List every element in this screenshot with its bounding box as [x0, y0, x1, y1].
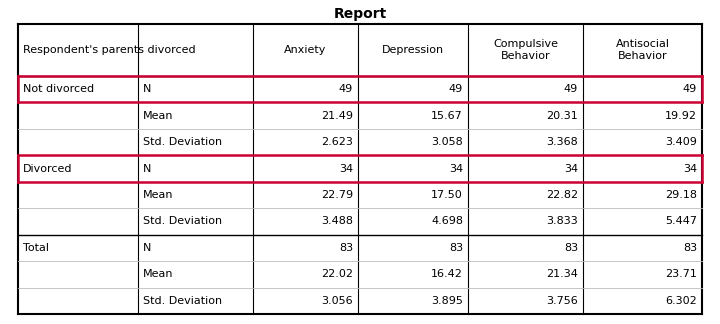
Text: 17.50: 17.50	[431, 190, 463, 200]
Text: 5.447: 5.447	[665, 216, 697, 226]
Text: Std. Deviation: Std. Deviation	[143, 296, 222, 306]
Text: 3.409: 3.409	[665, 137, 697, 147]
Text: 6.302: 6.302	[665, 296, 697, 306]
Text: 15.67: 15.67	[431, 111, 463, 121]
Text: Std. Deviation: Std. Deviation	[143, 137, 222, 147]
Text: 3.056: 3.056	[321, 296, 353, 306]
Text: 3.488: 3.488	[321, 216, 353, 226]
Text: 21.49: 21.49	[321, 111, 353, 121]
Text: Respondent's parents divorced: Respondent's parents divorced	[23, 45, 196, 55]
Text: Total: Total	[23, 243, 49, 253]
Text: N: N	[143, 164, 151, 174]
Text: 21.34: 21.34	[546, 269, 578, 279]
Text: 34: 34	[564, 164, 578, 174]
Text: 34: 34	[339, 164, 353, 174]
Text: 49: 49	[683, 84, 697, 94]
Text: Report: Report	[333, 7, 387, 21]
Text: 83: 83	[449, 243, 463, 253]
Text: 3.368: 3.368	[546, 137, 578, 147]
Text: 83: 83	[339, 243, 353, 253]
Text: 3.833: 3.833	[546, 216, 578, 226]
Text: 22.79: 22.79	[321, 190, 353, 200]
Text: 83: 83	[683, 243, 697, 253]
Text: Anxiety: Anxiety	[284, 45, 327, 55]
Text: 49: 49	[449, 84, 463, 94]
Text: 19.92: 19.92	[665, 111, 697, 121]
Text: 3.058: 3.058	[431, 137, 463, 147]
Text: 3.895: 3.895	[431, 296, 463, 306]
Text: 22.02: 22.02	[321, 269, 353, 279]
Text: 34: 34	[683, 164, 697, 174]
Text: 22.82: 22.82	[546, 190, 578, 200]
Text: Mean: Mean	[143, 190, 174, 200]
Text: 34: 34	[449, 164, 463, 174]
Text: Antisocial
Behavior: Antisocial Behavior	[616, 39, 670, 62]
Text: 29.18: 29.18	[665, 190, 697, 200]
Text: Not divorced: Not divorced	[23, 84, 94, 94]
Text: 23.71: 23.71	[665, 269, 697, 279]
Text: 2.623: 2.623	[321, 137, 353, 147]
Text: Std. Deviation: Std. Deviation	[143, 216, 222, 226]
Text: Mean: Mean	[143, 269, 174, 279]
Text: 83: 83	[564, 243, 578, 253]
Text: Divorced: Divorced	[23, 164, 73, 174]
Text: Compulsive
Behavior: Compulsive Behavior	[493, 39, 558, 62]
Text: Depression: Depression	[382, 45, 444, 55]
Text: N: N	[143, 84, 151, 94]
Text: 49: 49	[564, 84, 578, 94]
Text: 4.698: 4.698	[431, 216, 463, 226]
Text: 16.42: 16.42	[431, 269, 463, 279]
Text: 49: 49	[338, 84, 353, 94]
Text: Mean: Mean	[143, 111, 174, 121]
Text: 3.756: 3.756	[546, 296, 578, 306]
Text: N: N	[143, 243, 151, 253]
Text: 20.31: 20.31	[546, 111, 578, 121]
